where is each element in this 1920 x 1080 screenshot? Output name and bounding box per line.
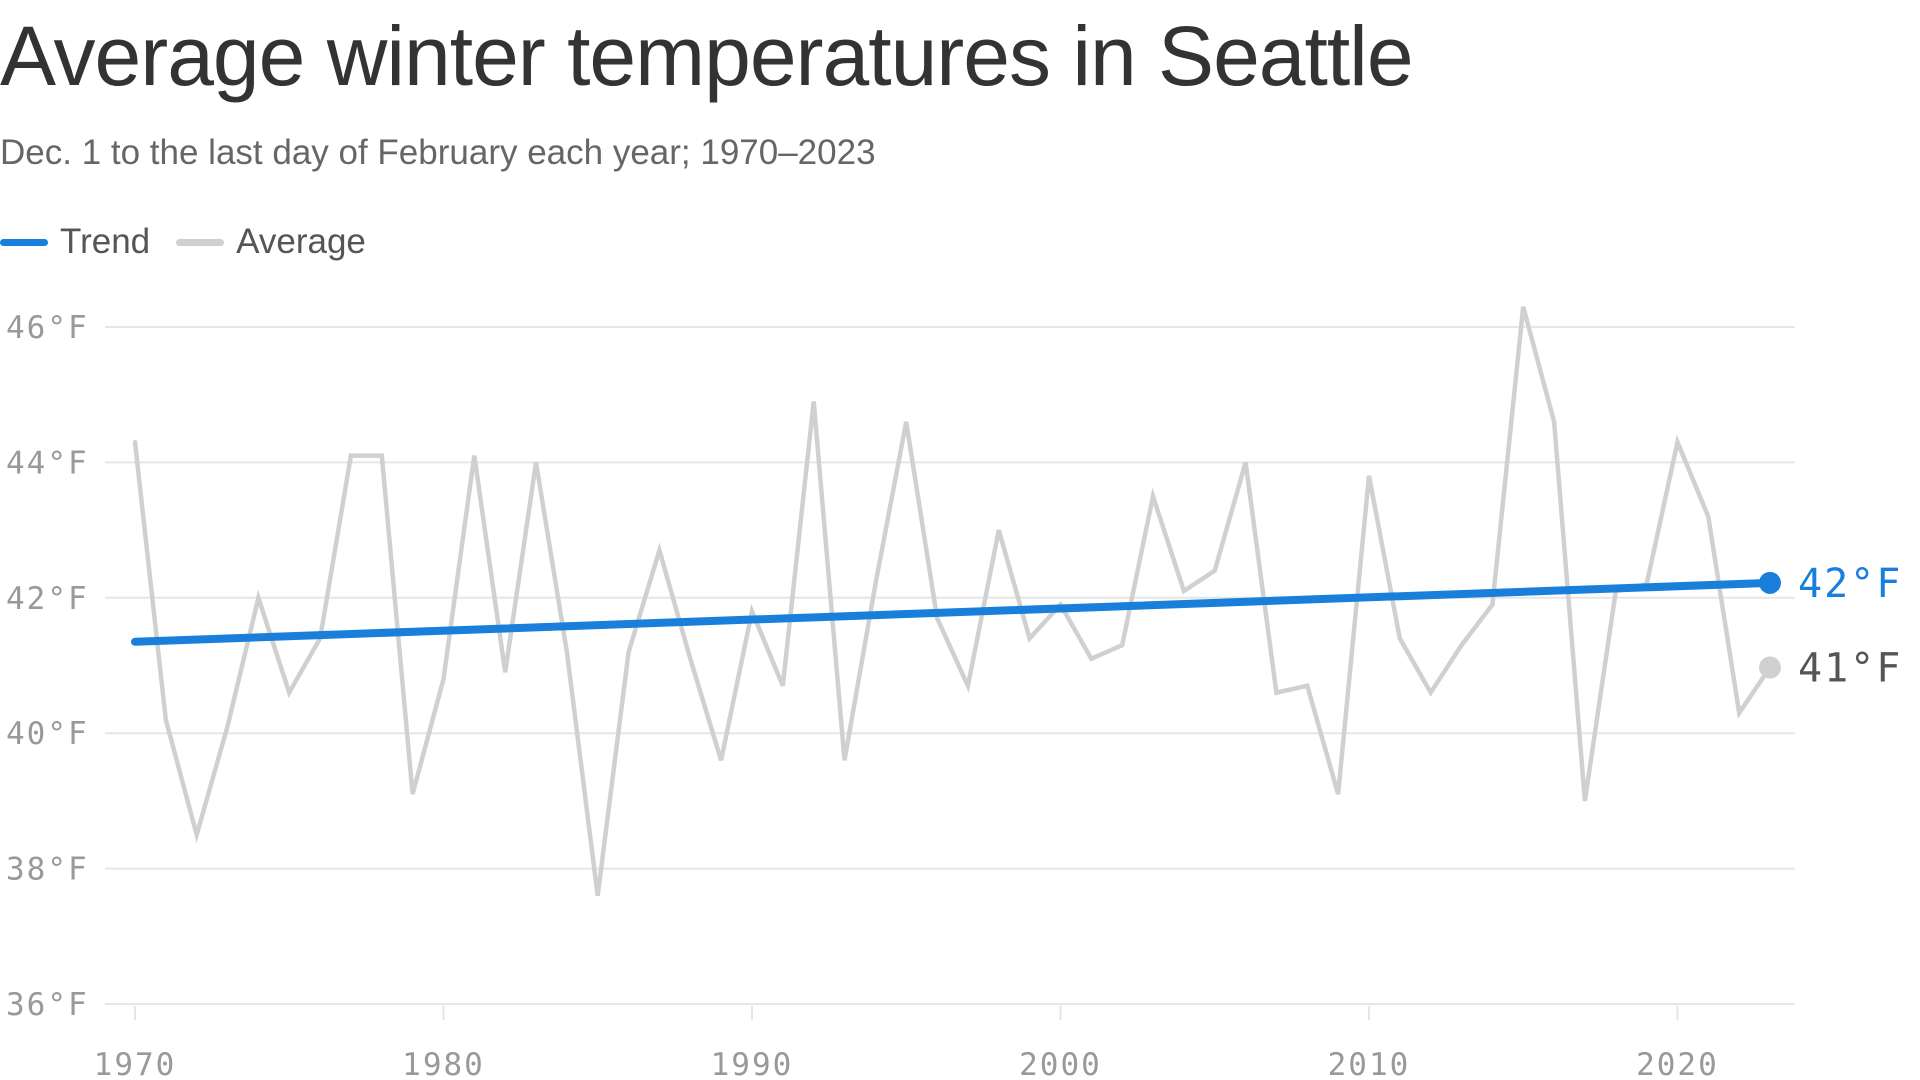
y-tick-label-46: 46°F <box>6 310 89 346</box>
series-end-point-trend <box>1759 571 1781 594</box>
legend-item-trend: Trend <box>0 222 150 262</box>
y-tick-label-40: 40°F <box>6 716 89 752</box>
x-tick-label-1970: 1970 <box>94 1047 177 1080</box>
series-layer <box>131 306 1781 896</box>
legend-label-trend: Trend <box>60 222 151 261</box>
series-line-trend <box>131 578 1774 646</box>
y-tick-label-42: 42°F <box>6 581 89 617</box>
chart-subtitle: Dec. 1 to the last day of February each … <box>0 133 876 172</box>
x-tick-label-1980: 1980 <box>402 1047 485 1080</box>
x-tick-label-2010: 2010 <box>1328 1047 1411 1080</box>
y-tick-label-38: 38°F <box>6 852 89 888</box>
legend-swatch-average <box>176 238 225 246</box>
legend-label-average: Average <box>236 222 366 261</box>
series-end-point-average <box>1759 656 1781 679</box>
chart-title: Average winter temperatures in Seattle <box>0 9 1414 103</box>
y-tick-label-36: 36°F <box>6 987 89 1023</box>
y-tick-label-44: 44°F <box>6 445 89 481</box>
end-label-average: 41°F <box>1798 646 1902 692</box>
x-tick-label-2020: 2020 <box>1636 1047 1719 1080</box>
x-tick-label-1990: 1990 <box>711 1047 794 1080</box>
chart-legend: Trend Average <box>0 220 392 264</box>
end-label-trend: 42°F <box>1798 561 1902 607</box>
legend-item-average: Average <box>176 222 366 262</box>
series-line-average <box>132 306 1773 896</box>
end-labels: 41°F 42°F <box>1798 561 1902 692</box>
grid-layer: 46°F 44°F 42°F 40°F 38°F 36°F <box>6 310 1795 1023</box>
x-axis-ticks: 1970 1980 1990 2000 2010 2020 <box>94 1006 1719 1080</box>
x-tick-label-2000: 2000 <box>1019 1047 1102 1080</box>
legend-swatch-trend <box>0 238 48 246</box>
